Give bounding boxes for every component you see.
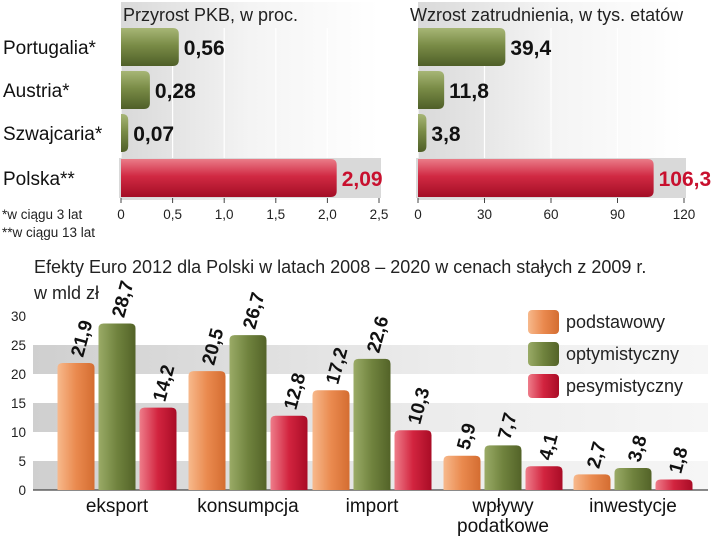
bar-inwestycje-podstawowy — [573, 474, 611, 490]
bar-import-pesymistyczny — [394, 430, 432, 490]
bar-konsumpcja-pesymistyczny — [270, 415, 308, 490]
emp-bar-polska — [418, 159, 654, 197]
country-label-austria: Austria* — [3, 81, 70, 102]
legend-swatch-optymistyczny — [528, 342, 559, 366]
bar-eksport-podstawowy — [57, 362, 95, 490]
emp-value-portugalia: 39,4 — [510, 37, 551, 60]
y-tick-label: 20 — [11, 367, 26, 382]
legend-label-pesymistyczny: pesymistyczny — [566, 376, 683, 396]
employment-panel: Wzrost zatrudnienia, w tys. etatów 39,4 1… — [410, 2, 711, 222]
bar-eksport-optymistyczny — [98, 323, 136, 490]
bar-label-konsumpcja-optymistyczny: 26,7 — [240, 290, 270, 331]
y-tick-label: 15 — [11, 396, 26, 411]
emp-tick-label: 90 — [610, 207, 625, 222]
emp-bar-portugalia — [418, 28, 506, 66]
gdp-value-portugalia: 0,56 — [184, 37, 225, 60]
emp-tick-label: 60 — [543, 207, 558, 222]
emp-value-austria: 11,8 — [449, 80, 489, 103]
bar-inwestycje-pesymistyczny — [655, 479, 693, 490]
footnote-13-years: **w ciągu 13 lat — [2, 225, 95, 240]
category-label-inwestycje: inwestycje — [589, 496, 677, 517]
bar-wp-ywy-podatkowe-pesymistyczny — [525, 466, 563, 490]
gdp-tick-label: 2,5 — [370, 207, 389, 222]
y-tick-label: 25 — [11, 338, 26, 353]
emp-tick-label: 30 — [477, 207, 492, 222]
emp-value-polska: 106,3 — [659, 168, 712, 191]
gdp-bar-szwajcaria — [121, 114, 129, 152]
employment-title: Wzrost zatrudnienia, w tys. etatów — [410, 5, 684, 25]
category-label-eksport: eksport — [86, 496, 149, 517]
euro2012-subtitle: w mld zł — [33, 283, 99, 303]
bar-label-inwestycje-optymistyczny: 3,8 — [625, 433, 652, 464]
gdp-tick-label: 0 — [117, 207, 125, 222]
legend-label-optymistyczny: optymistyczny — [566, 344, 679, 364]
legend-swatch-podstawowy — [528, 310, 559, 334]
gdp-panel: Przyrost PKB, w proc. Portugalia* Austria… — [3, 2, 388, 222]
gdp-value-szwajcaria: 0,07 — [133, 123, 174, 146]
gdp-tick-label: 1,5 — [266, 207, 285, 222]
gdp-tick-label: 1,0 — [215, 207, 234, 222]
y-tick-label: 30 — [11, 309, 26, 324]
legend-label-podstawowy: podstawowy — [566, 312, 665, 332]
emp-tick-label: 120 — [673, 207, 696, 222]
category-label-import: import — [346, 496, 400, 517]
bar-label-wp-ywy-podatkowe-pesymistyczny: 4,1 — [536, 431, 563, 462]
gdp-bar-austria — [121, 71, 150, 109]
country-label-portugalia: Portugalia* — [3, 38, 97, 59]
bar-import-podstawowy — [312, 390, 350, 490]
legend-swatch-pesymistyczny — [528, 374, 559, 398]
bar-import-optymistyczny — [353, 358, 391, 490]
country-label-polska: Polska** — [3, 169, 75, 190]
country-label-szwajcaria: Szwajcaria* — [3, 124, 103, 145]
gdp-tick-label: 2,0 — [318, 207, 337, 222]
gdp-bar-portugalia — [121, 28, 179, 66]
gdp-tick-label: 0,5 — [163, 207, 182, 222]
emp-tick-label: 0 — [414, 207, 422, 222]
bar-label-eksport-optymistyczny: 28,7 — [109, 279, 139, 320]
y-tick-label: 5 — [18, 454, 26, 469]
gdp-value-austria: 0,28 — [155, 80, 196, 103]
emp-bar-austria — [418, 71, 445, 109]
gdp-title: Przyrost PKB, w proc. — [123, 5, 298, 25]
bar-konsumpcja-optymistyczny — [229, 335, 267, 490]
y-tick-label: 10 — [11, 425, 26, 440]
footnote-3-years: *w ciągu 3 lat — [2, 207, 83, 222]
gdp-value-polska: 2,09 — [342, 168, 383, 191]
gdp-bar-polska — [121, 159, 337, 197]
euro2012-chart: Efekty Euro 2012 dla Polski w latach 200… — [11, 257, 708, 537]
euro2012-title: Efekty Euro 2012 dla Polski w latach 200… — [34, 257, 646, 277]
bar-konsumpcja-podstawowy — [188, 371, 226, 490]
emp-bar-szwajcaria — [418, 114, 427, 152]
emp-value-szwajcaria: 3,8 — [431, 123, 461, 146]
category-label-wp-ywy-podatkowe: wpływy — [471, 496, 534, 517]
category-label-konsumpcja: konsumpcja — [197, 496, 299, 517]
bar-wp-ywy-podatkowe-optymistyczny — [484, 445, 522, 490]
category-label-wp-ywy-podatkowe: podatkowe — [457, 516, 549, 537]
bar-wp-ywy-podatkowe-podstawowy — [443, 455, 481, 490]
y-tick-label: 0 — [18, 483, 26, 498]
bar-inwestycje-optymistyczny — [614, 467, 652, 490]
bar-eksport-pesymistyczny — [139, 407, 177, 490]
